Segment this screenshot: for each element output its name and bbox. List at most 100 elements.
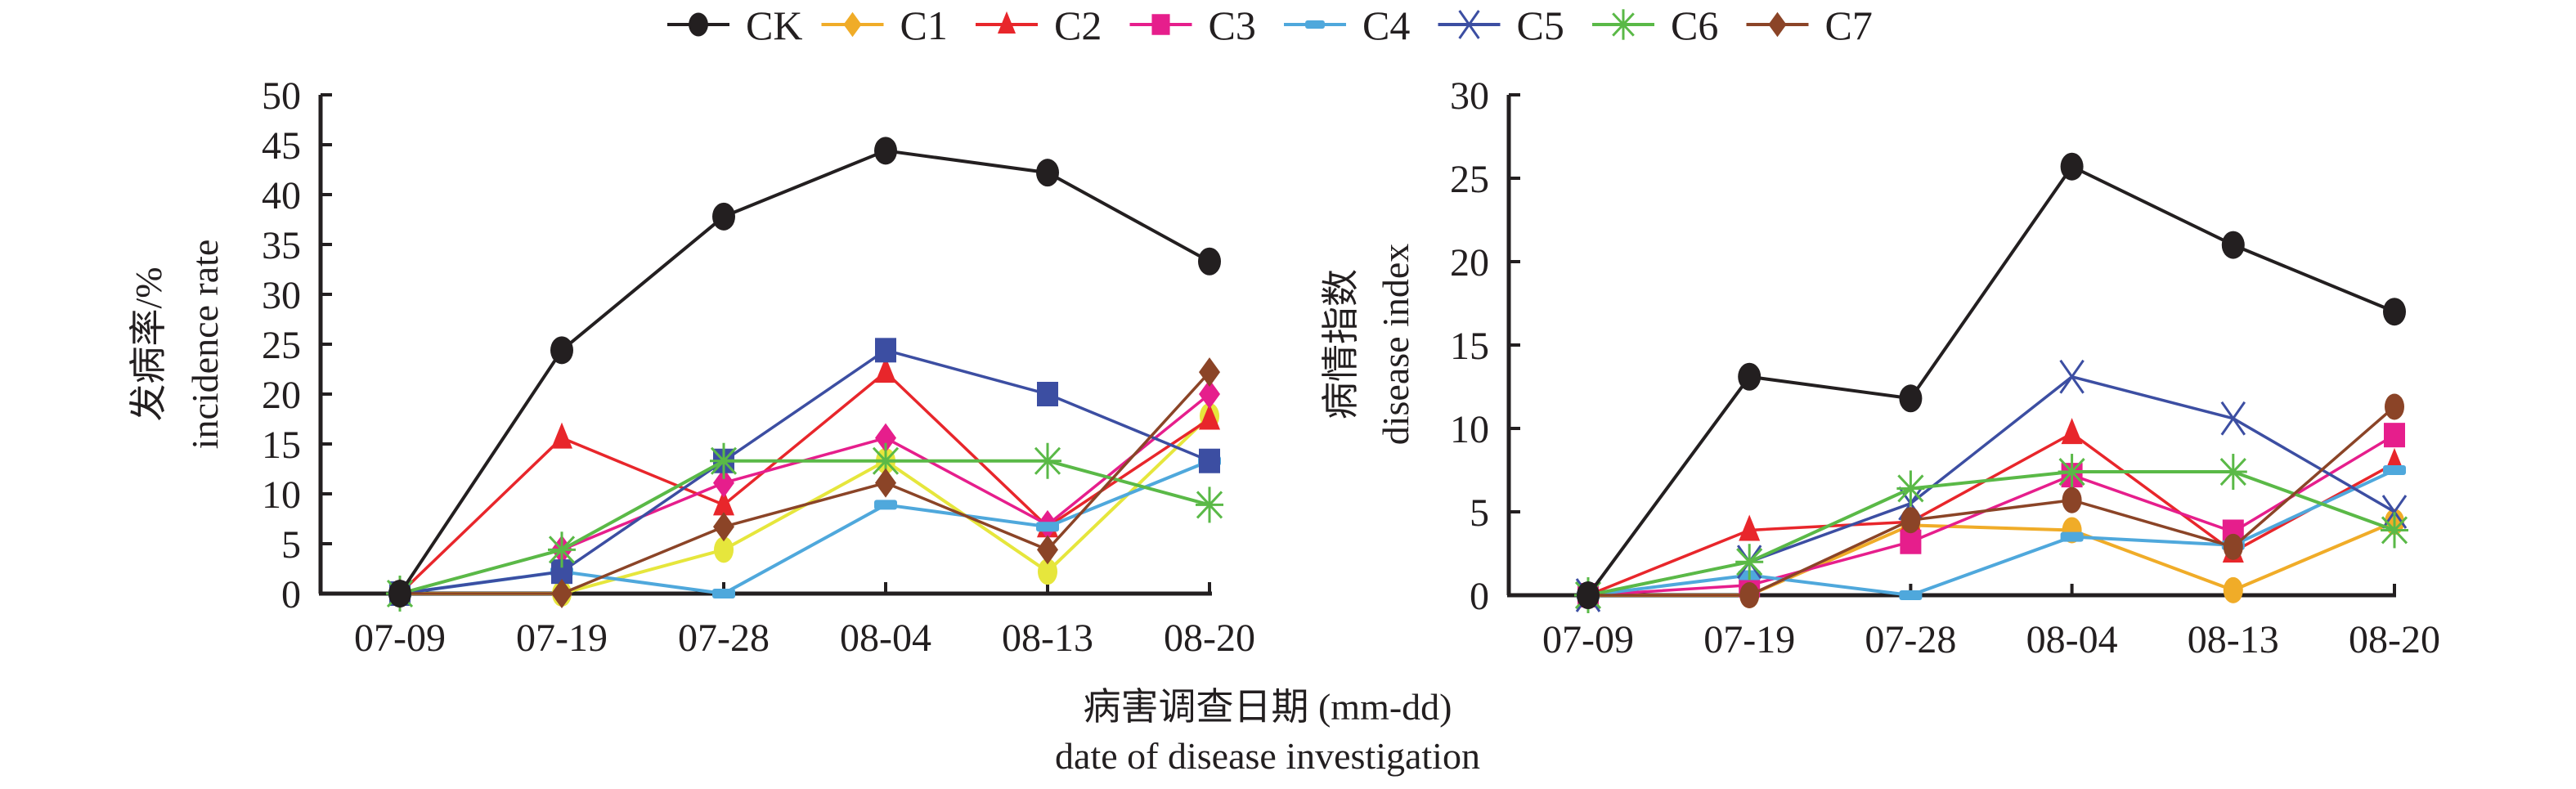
right-point-c4	[1899, 590, 1923, 600]
left-point-c2	[551, 422, 572, 449]
left-point-c7	[1037, 535, 1058, 565]
left-series-c6	[386, 442, 1223, 612]
left-point-ck	[874, 137, 897, 165]
right-y-tick-label: 10	[1450, 408, 1489, 451]
left-point-c6	[872, 442, 900, 479]
right-axes: 0 5 10 15 20 25 30 07-09 07-19 07-28 08-04 08-13 08-…	[1450, 74, 2440, 661]
right-y-tick-label: 15	[1450, 325, 1489, 368]
right-y-tick-label: 5	[1470, 491, 1489, 535]
right-point-c4	[2060, 531, 2084, 542]
left-x-tick-label: 08-13	[1002, 616, 1093, 660]
right-point-c3	[1900, 529, 1922, 554]
right-point-c4	[2383, 465, 2406, 475]
right-line-c2	[1587, 432, 2395, 597]
right-point-c7	[2223, 533, 2243, 560]
left-line-c7	[400, 370, 1211, 595]
right-line-c6	[1587, 470, 2395, 597]
left-point-c1	[1038, 558, 1057, 585]
left-x-tick-label: 07-28	[678, 616, 770, 660]
right-point-c6	[2058, 454, 2086, 491]
right-point-c7	[1739, 582, 1760, 608]
legend-label: C5	[1517, 2, 1564, 48]
right-line-c3	[1587, 433, 2395, 597]
left-point-c6	[710, 442, 738, 479]
right-x-tick-label: 07-28	[1865, 618, 1956, 661]
left-point-c2	[1199, 403, 1220, 430]
left-point-c7	[713, 512, 734, 542]
right-y-tick-label: 25	[1450, 158, 1489, 201]
left-y-tick-label: 35	[262, 224, 301, 267]
right-point-ck	[2060, 152, 2084, 181]
legend-label: C2	[1054, 2, 1102, 48]
left-point-c1	[714, 536, 734, 563]
left-line-c3	[399, 392, 1211, 595]
right-point-c2	[1739, 514, 1761, 541]
legend-diamond-icon	[1768, 11, 1787, 38]
legend-label: C1	[900, 2, 948, 48]
left-line-c4	[399, 459, 1210, 595]
right-series-c5	[1575, 359, 2408, 612]
left-point-c3	[875, 423, 896, 453]
right-point-ck	[1577, 581, 1600, 609]
left-series-c5	[389, 338, 1220, 606]
right-series-c4	[1577, 465, 2406, 600]
left-series-c2	[389, 356, 1220, 604]
right-point-c2	[2061, 418, 2083, 445]
legend-label: C3	[1209, 2, 1256, 48]
right-point-c3	[2384, 423, 2405, 448]
left-line-c5	[399, 348, 1210, 595]
legend-item-c2: C2	[976, 2, 1102, 48]
legend-circle-icon	[689, 12, 708, 37]
left-y-tick-label: 0	[281, 573, 301, 616]
legend-square-icon	[1151, 14, 1170, 35]
left-point-c7	[551, 579, 572, 608]
left-point-c7	[875, 468, 896, 498]
right-point-ck	[1899, 384, 1923, 413]
left-point-c4	[874, 500, 897, 510]
legend-item-c1: C1	[821, 2, 948, 48]
right-point-c7	[2062, 486, 2082, 513]
right-y-tick-label: 30	[1450, 74, 1489, 118]
left-point-c5	[875, 338, 896, 363]
left-point-c5	[1037, 382, 1058, 406]
legend-item-c3: C3	[1129, 2, 1256, 48]
legend: CK C1 C2 C3 C4 C5 C6 C7	[667, 2, 1873, 48]
left-line-c2	[398, 370, 1210, 595]
left-point-c6	[1196, 486, 1223, 523]
left-point-c4	[712, 589, 735, 598]
left-x-tick-label: 07-19	[516, 616, 608, 660]
left-point-ck	[1198, 247, 1221, 276]
right-ylabel-en: disease index	[1375, 244, 1416, 446]
legend-item-c7: C7	[1746, 2, 1873, 48]
x-axis-title-en: date of disease investigation	[1055, 735, 1480, 777]
left-point-c2	[713, 489, 734, 516]
right-point-c6	[1896, 470, 1925, 507]
left-point-ck	[550, 336, 573, 365]
right-y-tick-label: 20	[1450, 241, 1489, 285]
legend-item-c4: C4	[1284, 2, 1410, 48]
left-point-c2	[875, 356, 896, 383]
right-x-tick-label: 08-20	[2349, 618, 2440, 661]
left-y-tick-label: 40	[262, 174, 301, 217]
left-series-ck	[388, 137, 1221, 607]
right-series-c7	[1578, 393, 2404, 608]
left-point-c5	[1199, 448, 1220, 473]
right-point-c5	[2059, 359, 2085, 394]
left-point-c3	[713, 468, 734, 498]
right-point-ck	[2221, 231, 2245, 259]
x-axis-title-cn: 病害调查日期 (mm-dd)	[1083, 686, 1452, 728]
left-line-ck	[398, 149, 1210, 595]
legend-label: C6	[1671, 2, 1718, 48]
left-y-tick-label: 45	[262, 124, 301, 168]
left-ylabel-en: incidence rate	[184, 240, 226, 450]
right-point-c7	[2385, 393, 2404, 420]
left-x-tick-label: 08-04	[840, 616, 931, 660]
chart-incidence-rate: 0 5 10 15 20 25 30 35 40 45 50 07-09 07-19 07-28 08-04…	[128, 74, 1255, 660]
left-ylabel-cn: 发病率/%	[128, 267, 169, 421]
right-point-c6	[2219, 454, 2247, 491]
legend-label: CK	[746, 2, 802, 48]
right-line-c4	[1587, 468, 2395, 597]
right-y-tick-label: 0	[1470, 575, 1489, 618]
right-x-tick-label: 07-09	[1542, 618, 1634, 661]
right-line-c7	[1588, 406, 2396, 597]
